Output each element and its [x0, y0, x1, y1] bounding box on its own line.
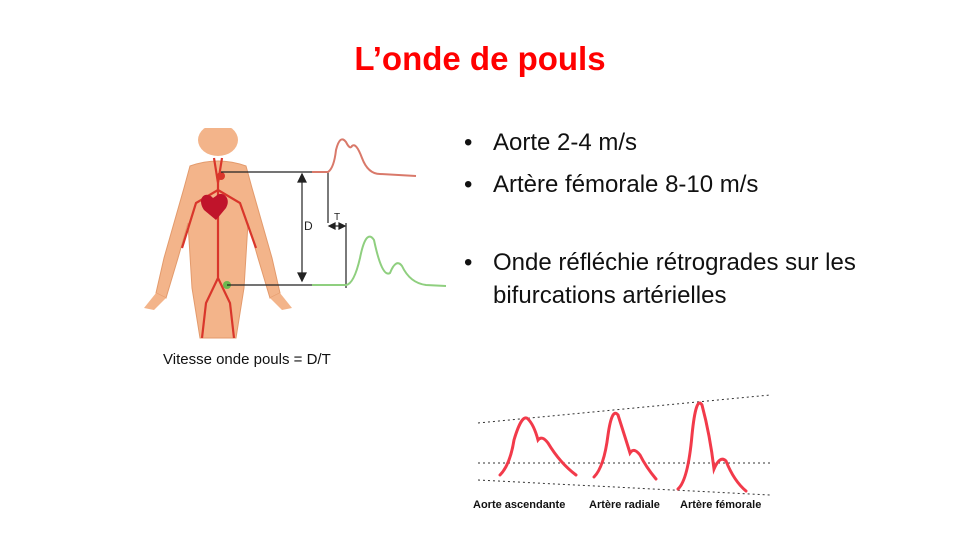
wave-label-femorale: Artère fémorale — [680, 499, 761, 511]
measurement-lines — [221, 171, 347, 288]
envelope-lines — [477, 394, 771, 496]
bullet-list: Aorte 2-4 m/s Artère fémorale 8-10 m/s O… — [462, 126, 942, 312]
bullet-item: Onde réfléchie rétrogrades sur les bifur… — [462, 246, 942, 312]
pulse-wave-aorte — [498, 416, 578, 477]
distal-pulse-wave — [312, 235, 447, 287]
pulse-wave-radiale — [592, 411, 658, 481]
bullet-item: Artère fémorale 8-10 m/s — [462, 168, 942, 201]
distance-label: D — [304, 219, 313, 233]
pulse-velocity-figure: D T — [144, 128, 447, 339]
figure-caption: Vitesse onde pouls = D/T — [163, 351, 331, 368]
carotid-point — [217, 172, 225, 180]
time-label: T — [334, 212, 340, 223]
proximal-pulse-wave — [312, 138, 417, 177]
wave-label-aorte: Aorte ascendante — [473, 499, 565, 511]
slide-title: L’onde de pouls — [354, 40, 606, 77]
pulse-amplification-diagram: Aorte ascendante Artère radiale Artère f… — [473, 394, 771, 511]
bullet-item: Aorte 2-4 m/s — [462, 126, 942, 159]
wave-label-radiale: Artère radiale — [589, 499, 660, 511]
pulse-wave-femorale — [676, 401, 748, 493]
human-body-illustration — [144, 128, 292, 339]
heart-icon — [201, 193, 228, 220]
